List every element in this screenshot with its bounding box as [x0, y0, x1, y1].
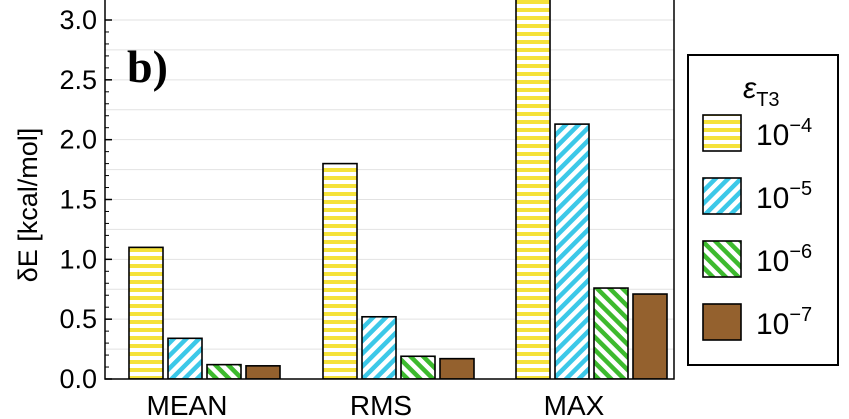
legend-title-symbol: ε: [743, 72, 757, 105]
legend-swatch: [702, 177, 742, 215]
y-tick-label: 3.0: [59, 5, 97, 35]
bar-mean-series-2: [167, 337, 203, 379]
bar-mean-series-3: [206, 363, 242, 379]
legend-label: 10−5: [756, 178, 812, 215]
axes: [104, 0, 675, 380]
y-tick-label: 0.0: [59, 364, 97, 394]
y-tick-label: 1.0: [59, 244, 97, 274]
legend-label: 10−6: [756, 241, 812, 278]
bars: [128, 0, 668, 379]
legend-label: 10−4: [756, 115, 812, 152]
bar-max-series-4: [632, 293, 668, 379]
y-tick-label: 2.0: [59, 125, 97, 155]
bar-rms-series-1: [322, 162, 358, 379]
x-category-label: MAX: [544, 390, 605, 419]
legend-swatch: [702, 240, 742, 278]
legend-title-subscript: T3: [756, 89, 779, 111]
bar-rms-series-4: [439, 357, 475, 379]
y-tick-label: 0.5: [59, 304, 97, 334]
panel-label: b): [127, 41, 168, 92]
x-category-label: RMS: [350, 390, 412, 419]
tick-labels: 0.0 0.5 1.0 1.5 2.0 2.5 3.0 MEAN RMS MAX: [59, 5, 604, 419]
y-axis-title: δE [kcal/mol]: [13, 128, 43, 283]
bar-rms-series-3: [400, 355, 436, 379]
plot-frame: [104, 0, 675, 380]
y-tick-label: 1.5: [59, 185, 97, 215]
bar-max-series-1: [515, 0, 551, 379]
y-tick-label: 2.5: [59, 65, 97, 95]
gridlines: [105, 19, 674, 350]
legend-swatch: [702, 114, 742, 152]
legend: εT3 10−4 10−5 10−6 10−7: [687, 54, 839, 366]
legend-swatch: [702, 303, 742, 341]
legend-title: εT3: [743, 72, 780, 111]
bar-max-series-3: [593, 287, 629, 379]
x-category-label: MEAN: [147, 390, 228, 419]
legend-label: 10−7: [756, 304, 812, 341]
bar-rms-series-2: [361, 315, 397, 379]
bar-mean-series-4: [245, 365, 281, 379]
bar-max-series-2: [554, 123, 590, 379]
bar-mean-series-1: [128, 246, 164, 379]
